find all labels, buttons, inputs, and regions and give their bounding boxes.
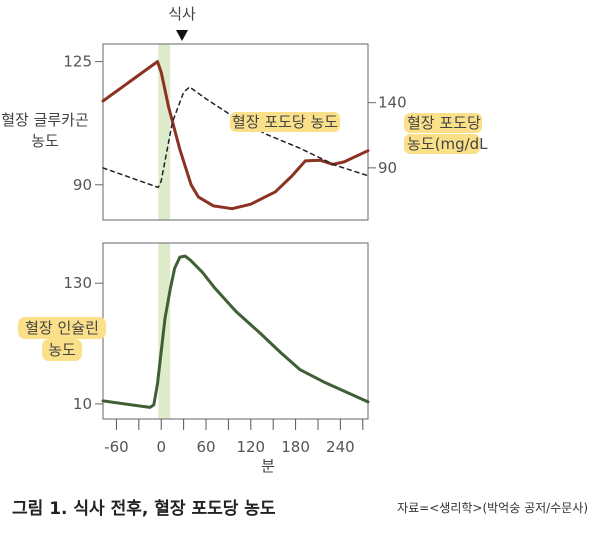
right-label-highlight-1 xyxy=(404,113,482,133)
insulin-label-highlight-2 xyxy=(42,339,82,361)
y-tick-label: 10 xyxy=(73,395,92,413)
bottom-panel: 130 10 -60 0 60 120 180 240 혈장 인슐린 농도 분 xyxy=(18,242,370,475)
figure-source: 자료=<생리학>(박억숭 공저/수문사) xyxy=(397,501,588,515)
x-tick-label: 0 xyxy=(156,438,166,456)
glucose-axis-label-1: 혈장 포도당 xyxy=(407,114,481,132)
insulin-line xyxy=(101,254,370,409)
glucose-annotation-highlight xyxy=(230,112,340,132)
y-tick-label-right: 140 xyxy=(378,94,407,112)
right-label-highlight-2 xyxy=(404,134,480,154)
y-tick-label-left: 90 xyxy=(73,176,92,194)
top-panel: 식사 125 90 140 90 혈장 글루카곤 농도 혈장 포도당 농도 혈장 포도… xyxy=(1,5,488,221)
glucagon-line xyxy=(101,60,370,211)
glucagon-axis-label-1: 혈장 글루카곤 xyxy=(1,111,89,129)
meal-band xyxy=(158,44,171,220)
insulin-axis-label-1: 혈장 인슐린 xyxy=(25,319,99,337)
x-tick-label: 120 xyxy=(236,438,265,456)
plot-frame xyxy=(102,43,369,221)
x-tick-label: -60 xyxy=(104,438,129,456)
glucose-annotation: 혈장 포도당 농도 xyxy=(232,113,338,131)
x-axis-label: 분 xyxy=(261,457,275,475)
insulin-label-highlight-1 xyxy=(18,317,106,339)
figure-caption: 그림 1. 식사 전후, 혈장 포도당 농도 xyxy=(12,498,276,519)
y-tick-label: 130 xyxy=(63,274,92,292)
x-tick-label: 60 xyxy=(196,438,215,456)
glucagon-axis-label-2: 농도 xyxy=(31,132,59,150)
insulin-axis-label-2: 농도 xyxy=(48,341,76,359)
plot-frame xyxy=(102,242,369,420)
y-tick-label-left: 125 xyxy=(63,53,92,71)
x-tick-label: 180 xyxy=(281,438,310,456)
glucose-axis-label-2: 농도(mg/dL xyxy=(407,135,488,153)
glucose-line xyxy=(102,86,369,189)
meal-arrow-icon xyxy=(176,30,188,41)
y-tick-label-right: 90 xyxy=(378,159,397,177)
meal-label: 식사 xyxy=(168,5,196,23)
x-tick-label: 240 xyxy=(326,438,355,456)
